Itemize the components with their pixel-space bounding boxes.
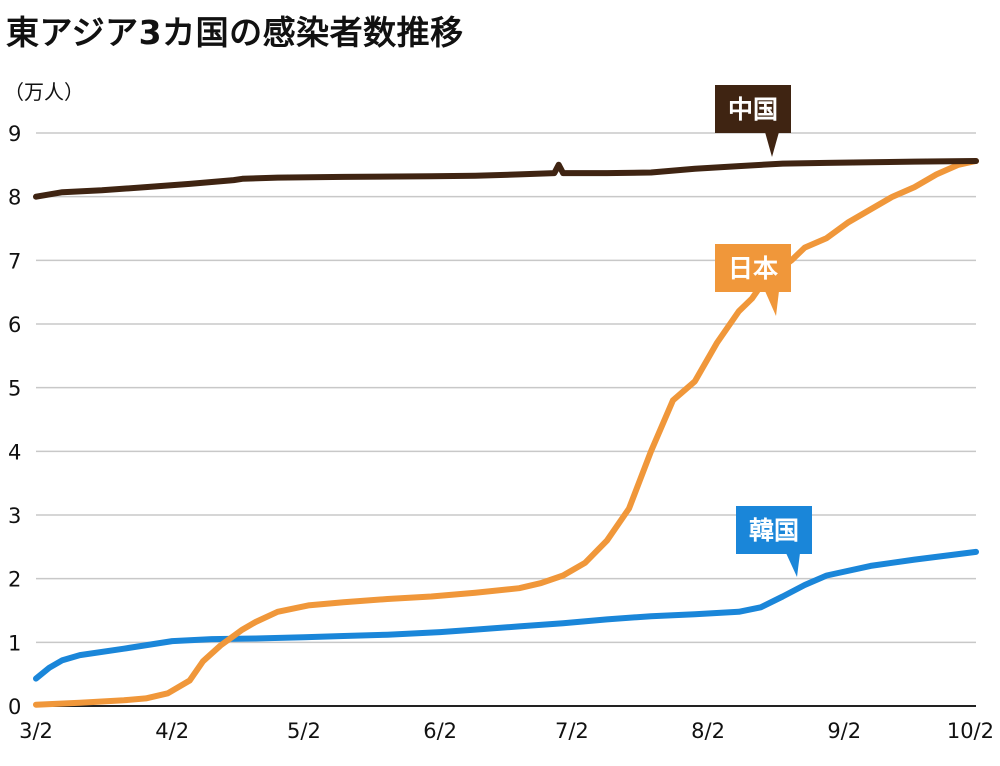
x-axis-ticks: 3/2 4/2 5/2 6/2 7/2 8/2 9/2 10/2 — [19, 719, 994, 743]
series-line — [33, 548, 979, 682]
series-line — [33, 158, 979, 200]
callout-box — [715, 85, 791, 133]
y-tick-label: 8 — [8, 186, 21, 210]
y-tick-label: 5 — [8, 377, 21, 401]
x-tick-label: 8/2 — [691, 719, 725, 743]
callout-3: 韓国 — [736, 506, 812, 577]
gridlines — [36, 132, 976, 644]
y-tick-label: 9 — [8, 122, 21, 146]
callout-2: 日本 — [715, 244, 791, 316]
callout-box — [715, 244, 791, 292]
x-tick-label: 9/2 — [827, 719, 861, 743]
y-tick-label: 4 — [8, 440, 21, 464]
callout-label: 日本 — [728, 254, 778, 283]
x-tick-label: 10/2 — [947, 719, 994, 743]
y-tick-label: 3 — [8, 504, 21, 528]
series-lines — [33, 158, 979, 708]
callout-label: 韓国 — [749, 516, 799, 545]
x-tick-label: 6/2 — [423, 719, 457, 743]
y-tick-label: 1 — [8, 631, 21, 655]
series-line — [33, 158, 979, 708]
callout-1: 中国 — [715, 85, 791, 157]
y-tick-label: 7 — [8, 249, 21, 273]
x-tick-label: 4/2 — [155, 719, 189, 743]
callout-pointer — [765, 291, 779, 316]
callout-box — [736, 506, 812, 554]
y-axis-unit-label: （万人） — [4, 80, 84, 104]
chart-title: 東アジア3カ国の感染者数推移 — [6, 13, 464, 52]
x-tick-label: 7/2 — [555, 719, 589, 743]
y-tick-label: 0 — [8, 695, 21, 719]
x-tick-label: 5/2 — [287, 719, 321, 743]
y-tick-label: 2 — [8, 568, 21, 592]
callout-label: 中国 — [728, 95, 778, 124]
y-axis-ticks: 0 1 2 3 4 5 6 7 8 9 — [8, 122, 21, 719]
callout-pointer — [786, 553, 800, 577]
y-tick-label: 6 — [8, 313, 21, 337]
callout-pointer — [765, 132, 779, 157]
x-tick-label: 3/2 — [19, 719, 53, 743]
